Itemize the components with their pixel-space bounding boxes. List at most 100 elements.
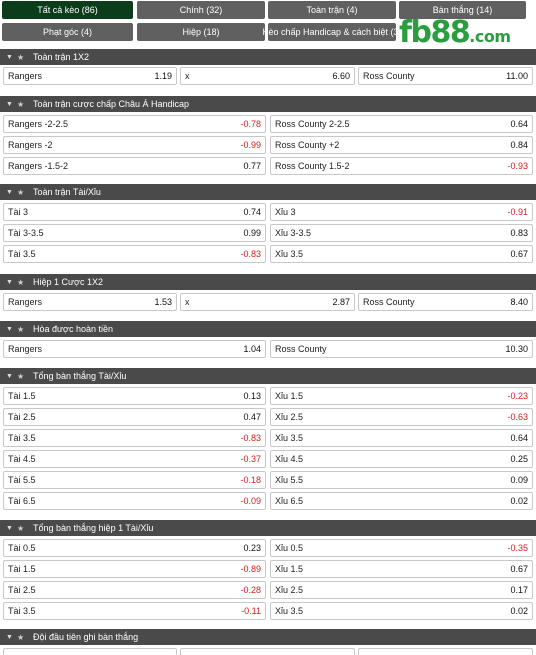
selection-label: Xỉu 4.5 xyxy=(275,454,304,464)
odds-cell[interactable]: Tài 3.5 -0.83 xyxy=(3,245,266,263)
market-title: Toàn trận Tài/Xỉu xyxy=(33,187,101,197)
odds-cell[interactable]: Tài 1.5 -0.89 xyxy=(3,560,266,578)
odds-cell[interactable]: Tài 3-3.5 0.99 xyxy=(3,224,266,242)
odds-cell[interactable]: Xỉu 3.5 0.67 xyxy=(270,245,533,263)
odds-value: 0.84 xyxy=(510,140,528,150)
selection-label: Tài 3.5 xyxy=(8,606,36,616)
selection-label: Rangers -2 xyxy=(8,140,53,150)
chevron-down-icon[interactable]: ▼ xyxy=(6,372,13,380)
star-icon[interactable]: ★ xyxy=(17,324,25,334)
market-header[interactable]: ▼ ★ Hòa được hoàn tiền xyxy=(0,321,536,337)
odds-cell[interactable]: Tài 4.5 -0.37 xyxy=(3,450,266,468)
market-title: Đội đầu tiên ghi bàn thắng xyxy=(33,632,139,642)
star-icon[interactable]: ★ xyxy=(17,523,25,533)
tab-corners[interactable]: Phạt góc (4) xyxy=(2,23,133,41)
odds-cell[interactable]: Rangers 1.19 xyxy=(3,67,177,85)
odds-cell[interactable]: Ross County +2 0.84 xyxy=(270,136,533,154)
odds-cell[interactable]: Rangers -1.5-2 0.77 xyxy=(3,157,266,175)
selection-label: Xỉu 5.5 xyxy=(275,475,304,485)
market-header[interactable]: ▼ ★ Tổng bàn thắng hiệp 1 Tài/Xỉu xyxy=(0,520,536,536)
tab-handicap-margin[interactable]: Kèo chấp Handicap & cách biệt (3) xyxy=(262,23,402,41)
odds-cell[interactable]: Xỉu 2.5 0.17 xyxy=(270,581,533,599)
market-header[interactable]: ▼ ★ Toàn trận 1X2 xyxy=(0,49,536,65)
odds-value: 0.67 xyxy=(510,564,528,574)
odds-cell[interactable]: Tài 3.5 -0.83 xyxy=(3,429,266,447)
star-icon[interactable]: ★ xyxy=(17,99,25,109)
odds-value: 0.25 xyxy=(510,454,528,464)
market-header[interactable]: ▼ ★ Hiệp 1 Cược 1X2 xyxy=(0,274,536,290)
odds-cell[interactable]: Xỉu 5.5 0.09 xyxy=(270,471,533,489)
chevron-down-icon[interactable]: ▼ xyxy=(6,278,13,286)
odds-cell[interactable]: Tài 1.5 0.13 xyxy=(3,387,266,405)
odds-cell[interactable]: Tài 5.5 -0.18 xyxy=(3,471,266,489)
chevron-down-icon[interactable]: ▼ xyxy=(6,524,13,532)
star-icon[interactable]: ★ xyxy=(17,632,25,642)
odds-cell[interactable]: Xỉu 1.5 -0.23 xyxy=(270,387,533,405)
odds-cell[interactable]: Tài 3.5 -0.11 xyxy=(3,602,266,620)
odds-cell[interactable]: Xỉu 3 -0.91 xyxy=(270,203,533,221)
odds-cell[interactable]: Xỉu 4.5 0.25 xyxy=(270,450,533,468)
odds-cell[interactable]: Ross County 1.5-2 -0.93 xyxy=(270,157,533,175)
selection-label: Rangers xyxy=(8,71,43,81)
market-title: Toàn trận cược chấp Châu Á Handicap xyxy=(33,99,190,109)
odds-cell[interactable]: Ross County 11.00 xyxy=(358,67,533,85)
odds-cell[interactable]: Xỉu 3.5 0.02 xyxy=(270,602,533,620)
odds-cell[interactable]: Xỉu 3.5 0.64 xyxy=(270,429,533,447)
chevron-down-icon[interactable]: ▼ xyxy=(6,100,13,108)
chevron-down-icon[interactable]: ▼ xyxy=(6,633,13,641)
selection-label: Xỉu 3 xyxy=(275,207,296,217)
star-icon[interactable]: ★ xyxy=(17,187,25,197)
selection-label: Tài 0.5 xyxy=(8,543,36,553)
odds-cell[interactable]: Tài 2.5 -0.28 xyxy=(3,581,266,599)
odds-value: -0.18 xyxy=(240,475,261,485)
selection-label: Rangers xyxy=(8,297,43,307)
tab-all-markets[interactable]: Tất cả kèo (86) xyxy=(2,1,133,19)
tab-full-time[interactable]: Toàn trận (4) xyxy=(268,1,396,19)
chevron-down-icon[interactable]: ▼ xyxy=(6,325,13,333)
market-header[interactable]: ▼ ★ Toàn trận cược chấp Châu Á Handicap xyxy=(0,96,536,112)
odds-cell[interactable]: x 2.87 xyxy=(180,293,355,311)
star-icon[interactable]: ★ xyxy=(17,52,25,62)
odds-cell[interactable]: Xỉu 3-3.5 0.83 xyxy=(270,224,533,242)
odds-cell[interactable]: Xỉu 1.5 0.67 xyxy=(270,560,533,578)
odds-cell[interactable]: Xỉu 2.5 -0.63 xyxy=(270,408,533,426)
odds-cell[interactable]: Ross County 2-2.5 0.64 xyxy=(270,115,533,133)
chevron-down-icon[interactable]: ▼ xyxy=(6,188,13,196)
selection-label: Xỉu 6.5 xyxy=(275,496,304,506)
star-icon[interactable]: ★ xyxy=(17,371,25,381)
odds-value: -0.99 xyxy=(240,140,261,150)
odds-cell[interactable]: Tài 6.5 -0.09 xyxy=(3,492,266,510)
odds-cell[interactable]: Rangers -2-2.5 -0.78 xyxy=(3,115,266,133)
odds-cell[interactable]: Rangers 1.04 xyxy=(3,340,266,358)
selection-label: Rangers -2-2.5 xyxy=(8,119,69,129)
odds-value: -0.28 xyxy=(240,585,261,595)
tab-goals[interactable]: Bàn thắng (14) xyxy=(399,1,526,19)
odds-cell[interactable]: Xỉu 0.5 -0.35 xyxy=(270,539,533,557)
selection-label: Tài 3.5 xyxy=(8,249,36,259)
odds-cell[interactable]: Ross County 10.30 xyxy=(270,340,533,358)
market-header[interactable]: ▼ ★ Đội đầu tiên ghi bàn thắng xyxy=(0,629,536,645)
odds-cell[interactable]: Xỉu 6.5 0.02 xyxy=(270,492,533,510)
selection-label: Xỉu 2.5 xyxy=(275,412,304,422)
odds-value: -0.23 xyxy=(507,391,528,401)
odds-cell[interactable]: x 6.60 xyxy=(180,67,355,85)
tab-half[interactable]: Hiệp (18) xyxy=(137,23,265,41)
odds-value: 2.87 xyxy=(332,297,350,307)
odds-cell[interactable] xyxy=(180,648,355,655)
selection-label: Tài 2.5 xyxy=(8,412,36,422)
odds-cell[interactable]: Tài 2.5 0.47 xyxy=(3,408,266,426)
odds-cell[interactable]: Tài 3 0.74 xyxy=(3,203,266,221)
odds-cell[interactable]: Rangers -2 -0.99 xyxy=(3,136,266,154)
odds-cell[interactable]: Rangers 1.53 xyxy=(3,293,177,311)
market-header[interactable]: ▼ ★ Toàn trận Tài/Xỉu xyxy=(0,184,536,200)
tab-main[interactable]: Chính (32) xyxy=(137,1,265,19)
odds-cell[interactable] xyxy=(358,648,533,655)
chevron-down-icon[interactable]: ▼ xyxy=(6,53,13,61)
market-header[interactable]: ▼ ★ Tổng bàn thắng Tài/Xỉu xyxy=(0,368,536,384)
odds-cell[interactable] xyxy=(3,648,177,655)
odds-cell[interactable]: Ross County 8.40 xyxy=(358,293,533,311)
star-icon[interactable]: ★ xyxy=(17,277,25,287)
odds-value: 0.74 xyxy=(243,207,261,217)
market-title: Hòa được hoàn tiền xyxy=(33,324,113,334)
odds-cell[interactable]: Tài 0.5 0.23 xyxy=(3,539,266,557)
